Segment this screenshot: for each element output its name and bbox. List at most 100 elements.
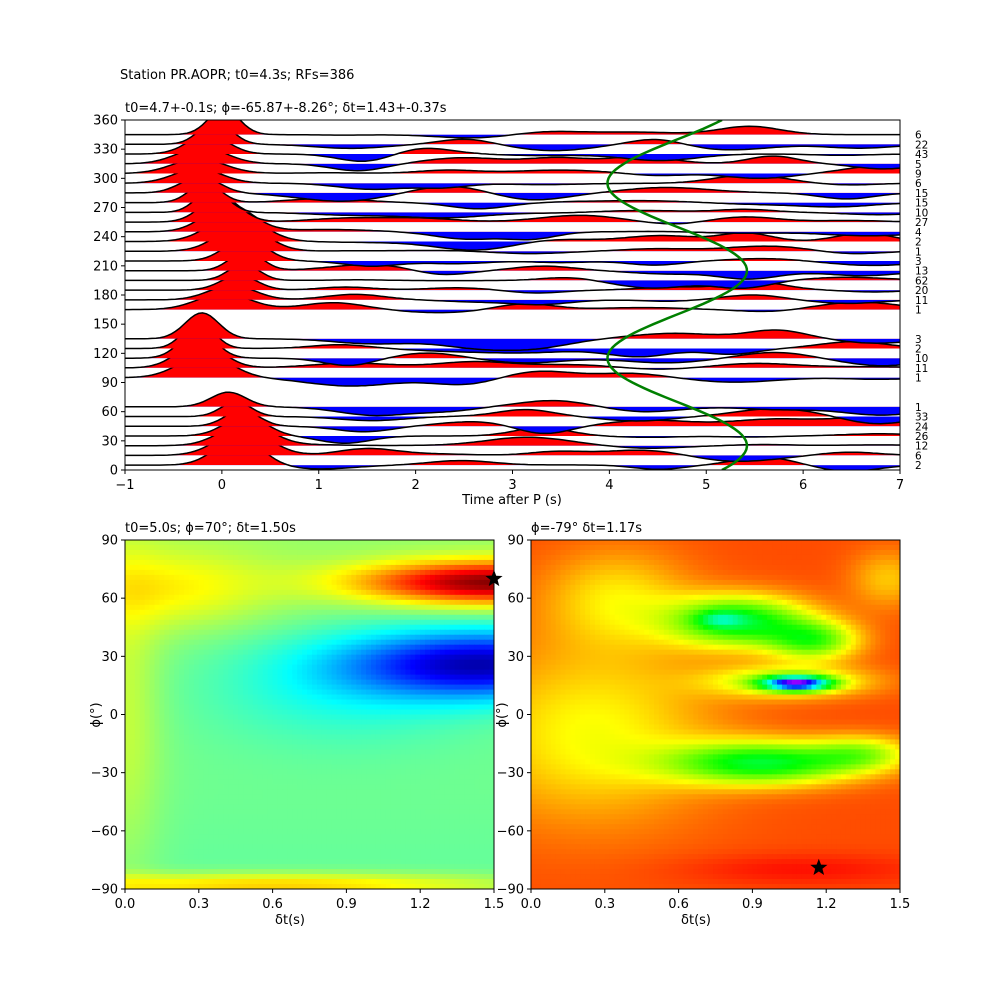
heatmap-cell (479, 684, 485, 691)
heatmap-cell (257, 794, 264, 800)
heatmap-cell (489, 824, 494, 830)
heatmap-cell (326, 809, 333, 815)
heatmap-cell (188, 684, 195, 691)
heatmap-cell (169, 749, 175, 755)
heatmap-cell (144, 584, 151, 591)
rf-trace-line (125, 146, 900, 172)
heatmap-cell (228, 549, 234, 556)
heatmap-cell (297, 569, 303, 576)
heatmap-cell (248, 619, 254, 626)
heatmap-cell (346, 749, 352, 755)
heatmap-cell (459, 540, 466, 546)
heatmap-cell (474, 664, 480, 671)
heatmap-cell (302, 829, 308, 835)
heatmap-cell (169, 540, 175, 546)
heatmap-cell (243, 614, 249, 621)
receiver-function-panel: t0=4.7+-0.1s; ϕ=-65.87+-8.26°; δt=1.43+-… (93, 101, 929, 508)
heatmap-cell (198, 774, 205, 780)
heatmap-cell (144, 544, 151, 551)
heatmap-cell (351, 779, 357, 785)
heatmap-cell (134, 624, 141, 631)
heatmap-cell (474, 799, 480, 805)
heatmap-cell (213, 844, 220, 850)
heatmap-cell (326, 584, 333, 591)
heatmap-cell (149, 824, 156, 830)
heatmap-cell (439, 599, 446, 606)
heatmap-cell (287, 679, 293, 686)
heatmap-cell (459, 554, 466, 561)
heatmap-cell (139, 669, 146, 676)
heatmap-cell (351, 599, 357, 606)
heatmap-cell (262, 540, 269, 546)
heatmap-cell (223, 594, 229, 601)
rf-negative-fill (125, 144, 900, 151)
heatmap-cell (203, 849, 210, 855)
heatmap-cell (257, 729, 264, 736)
heatmap-cell (434, 664, 441, 671)
heatmap-cell (400, 629, 407, 636)
heatmap-cell (223, 604, 229, 611)
heatmap-cell (164, 569, 170, 576)
heatmap-cell (233, 854, 239, 860)
heatmap-cell (321, 699, 328, 706)
heatmap-cell (144, 744, 151, 750)
heatmap-cell (238, 759, 244, 765)
heatmap-cell (454, 814, 461, 820)
heatmap-cell (282, 759, 288, 765)
heatmap-cell (243, 739, 249, 746)
heatmap-cell (321, 779, 328, 785)
heatmap-cell (297, 849, 303, 855)
heatmap-cell (415, 564, 421, 571)
heatmap-cell (134, 609, 141, 616)
heatmap-cell (336, 599, 343, 606)
heatmap-cell (277, 649, 284, 656)
heatmap-cell (169, 639, 175, 646)
heatmap-cell (297, 799, 303, 805)
heatmap-cell (415, 654, 421, 661)
heatmap-cell (430, 614, 436, 621)
heatmap-cell (469, 754, 475, 760)
heatmap-cell (125, 579, 131, 586)
heatmap-cell (252, 564, 259, 571)
heatmap-cell (125, 549, 131, 556)
heatmap-cell (203, 774, 210, 780)
heatmap-cell (454, 749, 461, 755)
rf-count-label: 43 (915, 149, 928, 161)
heatmap-cell (139, 784, 146, 790)
heatmap-cell (154, 649, 161, 656)
heatmap-cell (164, 679, 170, 686)
heatmap-cell (400, 794, 407, 800)
heatmap-cell (139, 794, 146, 800)
heatmap-cell (321, 659, 328, 666)
heatmap-cell (375, 699, 382, 706)
heatmap-cell (129, 554, 136, 561)
heatmap-cell (154, 709, 161, 716)
heatmap-cell (371, 849, 377, 855)
heatmap-cell (400, 819, 407, 825)
heatmap-cell (174, 849, 180, 855)
heatmap-cell (351, 709, 357, 716)
heatmap-cell (257, 654, 264, 661)
heatmap-cell (149, 794, 156, 800)
heatmap-cell (311, 839, 318, 845)
heatmap-cell (164, 779, 170, 785)
rf-x-tick-label: 6 (799, 478, 807, 493)
heatmap-cell (311, 809, 318, 815)
heatmap-cell (164, 639, 170, 646)
heatmap-cell (282, 784, 288, 790)
heatmap-cell (459, 609, 466, 616)
heatmap-cell (307, 564, 313, 571)
heatmap-cell (179, 734, 185, 741)
heatmap-cell (385, 574, 392, 581)
heatmap-cell (316, 589, 323, 596)
heatmap-cell (252, 754, 259, 760)
heatmap-cell (262, 749, 269, 755)
heatmap-cell (356, 794, 362, 800)
heatmap-cell (326, 804, 333, 810)
heatmap-cell (134, 689, 141, 696)
heatmap-cell (282, 819, 288, 825)
heatmap-cell (316, 849, 323, 855)
heatmap-cell (272, 609, 279, 616)
heatmap-cell (385, 849, 392, 855)
heatmap-cell (410, 749, 416, 755)
